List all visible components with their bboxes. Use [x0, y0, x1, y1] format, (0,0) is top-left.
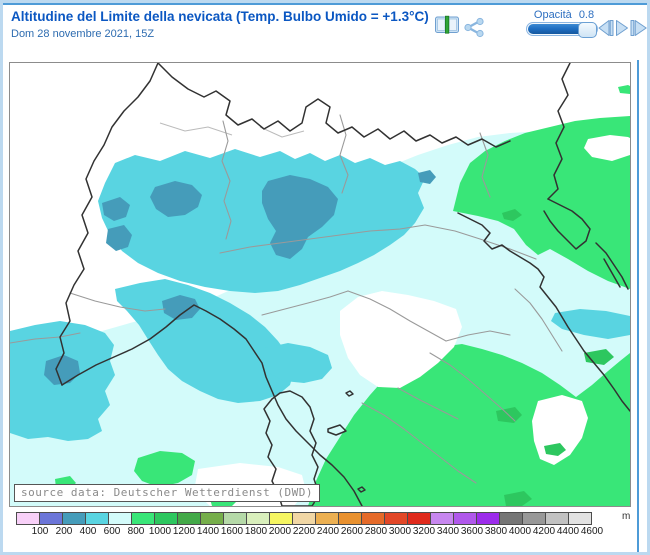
play-button[interactable]	[615, 19, 629, 37]
page-title: Altitudine del Limite della nevicata (Te…	[11, 9, 429, 24]
date-label: Dom 28 novembre 2021, 15Z	[11, 28, 155, 40]
legend-color-box	[39, 512, 63, 525]
legend-tick-label: 1600	[220, 526, 244, 537]
legend-tick-label: 1200	[172, 526, 196, 537]
step-back-button[interactable]	[598, 19, 614, 37]
legend-tick-label: 400	[79, 526, 97, 537]
legend-tick-label: 2000	[268, 526, 292, 537]
legend-tick-label: 200	[55, 526, 73, 537]
legend-tick-label: 3600	[460, 526, 484, 537]
legend-color-box	[16, 512, 40, 525]
compare-layers-button[interactable]	[435, 15, 459, 34]
legend-color-box	[246, 512, 270, 525]
legend-tick-label: 1400	[196, 526, 220, 537]
legend-color-box	[545, 512, 569, 525]
legend-color-box	[200, 512, 224, 525]
legend-color-box	[338, 512, 362, 525]
legend-tick-label: 3800	[484, 526, 508, 537]
legend-color-box	[522, 512, 546, 525]
legend-tick-label: 600	[103, 526, 121, 537]
legend-color-box	[430, 512, 454, 525]
opacity-slider[interactable]	[526, 22, 598, 38]
legend-color-box	[499, 512, 523, 525]
legend-color-box	[62, 512, 86, 525]
legend-color-box	[108, 512, 132, 525]
legend-color-box	[361, 512, 385, 525]
legend-color-box	[568, 512, 592, 525]
legend: m 100 200 400 600 800 1000 1200 1400 1600 1800 200…	[16, 511, 630, 552]
share-icon	[464, 17, 484, 38]
frame-top-line	[3, 3, 647, 5]
legend-color-box	[453, 512, 477, 525]
legend-color-box	[154, 512, 178, 525]
map-region-fills	[10, 85, 630, 506]
frame-right-line	[637, 5, 639, 552]
legend-tick-label: 2200	[292, 526, 316, 537]
legend-tick-label: 1000	[148, 526, 172, 537]
legend-tick-label: 4600	[580, 526, 604, 537]
legend-color-box	[384, 512, 408, 525]
map-area: source data: Deutscher Wetterdienst (DWD…	[9, 62, 631, 507]
legend-tick-label: 4400	[556, 526, 580, 537]
step-forward-button[interactable]	[630, 19, 647, 37]
legend-color-box	[315, 512, 339, 525]
map-national-borders	[55, 63, 630, 506]
opacity-value: 0.8	[578, 9, 595, 21]
step-back-icon	[598, 20, 614, 36]
legend-tick-label: 800	[127, 526, 145, 537]
legend-color-box	[269, 512, 293, 525]
legend-color-box	[131, 512, 155, 525]
legend-tick-label: 2400	[316, 526, 340, 537]
play-icon	[616, 20, 628, 36]
legend-color-box	[85, 512, 109, 525]
weather-map	[10, 63, 630, 506]
legend-boxes	[16, 512, 592, 525]
legend-tick-label: 4200	[532, 526, 556, 537]
legend-tick-label: 3000	[388, 526, 412, 537]
legend-color-box	[476, 512, 500, 525]
step-forward-icon	[630, 20, 647, 36]
legend-tick-label: 2800	[364, 526, 388, 537]
share-button[interactable]	[462, 17, 487, 38]
legend-unit: m	[622, 511, 631, 522]
legend-tick-label: 100	[31, 526, 49, 537]
legend-ticks: 100 200 400 600 800 1000 1200 1400 1600 1800 2000 2…	[16, 525, 603, 538]
legend-color-box	[292, 512, 316, 525]
opacity-label-text: Opacità	[533, 9, 572, 21]
legend-color-box	[223, 512, 247, 525]
opacity-slider-handle[interactable]	[578, 22, 597, 38]
opacity-slider-fill	[528, 24, 581, 34]
legend-tick-label: 2600	[340, 526, 364, 537]
opacity-label: Opacità 0.8	[527, 9, 601, 21]
legend-color-box	[407, 512, 431, 525]
legend-color-box	[177, 512, 201, 525]
legend-tick-label: 3200	[412, 526, 436, 537]
legend-tick-label: 3400	[436, 526, 460, 537]
book-compare-icon	[435, 15, 459, 34]
header: Altitudine del Limite della nevicata (Te…	[3, 5, 647, 60]
source-data-label: source data: Deutscher Wetterdienst (DWD…	[14, 484, 321, 502]
legend-tick-label: 1800	[244, 526, 268, 537]
legend-tick-label: 4000	[508, 526, 532, 537]
